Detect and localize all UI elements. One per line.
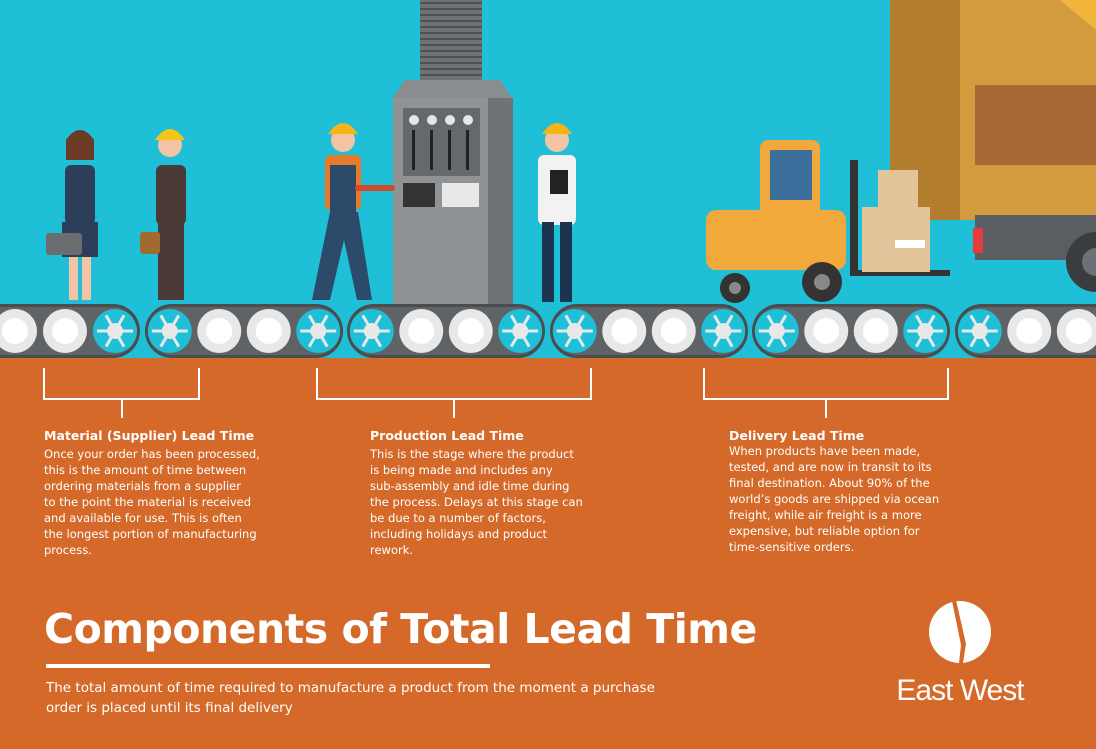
boxes-icon <box>862 170 930 272</box>
text-line: world’s goods are shipped via ocean <box>729 492 940 506</box>
text-line: Once your order has been processed, <box>44 447 260 461</box>
page-title: Components of Total Lead Time <box>44 605 757 653</box>
text-line: and available for use. This is often <box>44 511 242 525</box>
businesswoman-hardhat-icon <box>140 129 186 300</box>
east-west-logo: East West <box>880 600 1040 708</box>
conveyor-segment <box>347 304 545 358</box>
text-line: time-sensitive orders. <box>729 540 855 554</box>
stage-title: Delivery Lead Time <box>729 428 865 443</box>
split-circle-logo-icon <box>929 600 991 663</box>
stage-description: When products have been made, tested, an… <box>729 443 939 555</box>
text-line: sub-assembly and idle time during <box>370 479 570 493</box>
stage-production: Production Lead Time This is the stage w… <box>370 428 583 558</box>
text-line: process. <box>44 543 92 557</box>
truck-icon <box>890 0 1096 292</box>
conveyor-segment <box>145 304 343 358</box>
text-line: be due to a number of factors, <box>370 511 546 525</box>
conveyor-segment <box>550 304 748 358</box>
page-subtitle: The total amount of time required to man… <box>46 678 655 718</box>
text-line: This is the stage where the product <box>370 447 574 461</box>
info-panel <box>0 358 1096 749</box>
businesswoman-icon <box>46 130 98 300</box>
conveyor-segment <box>0 304 140 358</box>
text-line: freight, while air freight is a more <box>729 508 922 522</box>
text-line: this is the amount of time between <box>44 463 247 477</box>
stage-material: Material (Supplier) Lead Time Once your … <box>44 428 260 558</box>
text-line: rework. <box>370 543 414 557</box>
text-line: The total amount of time required to man… <box>46 680 655 696</box>
engineer-clipboard-icon <box>538 123 576 302</box>
stage-title: Production Lead Time <box>370 428 524 443</box>
title-underline <box>46 664 490 668</box>
logo-text: East West <box>896 674 1024 707</box>
conveyor-segment <box>955 304 1096 358</box>
bracket-production <box>316 368 592 418</box>
conveyor-segment <box>752 304 950 358</box>
stage-title: Material (Supplier) Lead Time <box>44 428 255 443</box>
forklift-icon <box>706 140 950 303</box>
conveyor-illustration <box>0 0 1096 358</box>
stage-delivery: Delivery Lead Time When products have be… <box>729 428 939 555</box>
text-line: including holidays and product <box>370 527 548 541</box>
text-line: to the point the material is received <box>44 495 252 509</box>
stage-description: This is the stage where the product is b… <box>370 446 583 558</box>
conveyor-belt-icon <box>0 304 1096 358</box>
text-line: the longest portion of manufacturing <box>44 527 257 541</box>
bracket-material <box>43 368 200 418</box>
text-line: order is placed until its final delivery <box>46 700 293 716</box>
text-line: ordering materials from a supplier <box>44 479 241 493</box>
text-line: the process. Delays at this stage can <box>370 495 583 509</box>
bracket-delivery <box>703 368 949 418</box>
text-line: is being made and includes any <box>370 463 553 477</box>
worker-hardhat-icon <box>312 123 395 300</box>
stage-description: Once your order has been processed, this… <box>44 446 260 558</box>
text-line: final destination. About 90% of the <box>729 476 930 490</box>
factory-machine-icon <box>393 0 513 305</box>
text-line: When products have been made, <box>729 444 921 458</box>
text-line: tested, and are now in transit to its <box>729 460 932 474</box>
text-line: expensive, but reliable option for <box>729 524 920 538</box>
